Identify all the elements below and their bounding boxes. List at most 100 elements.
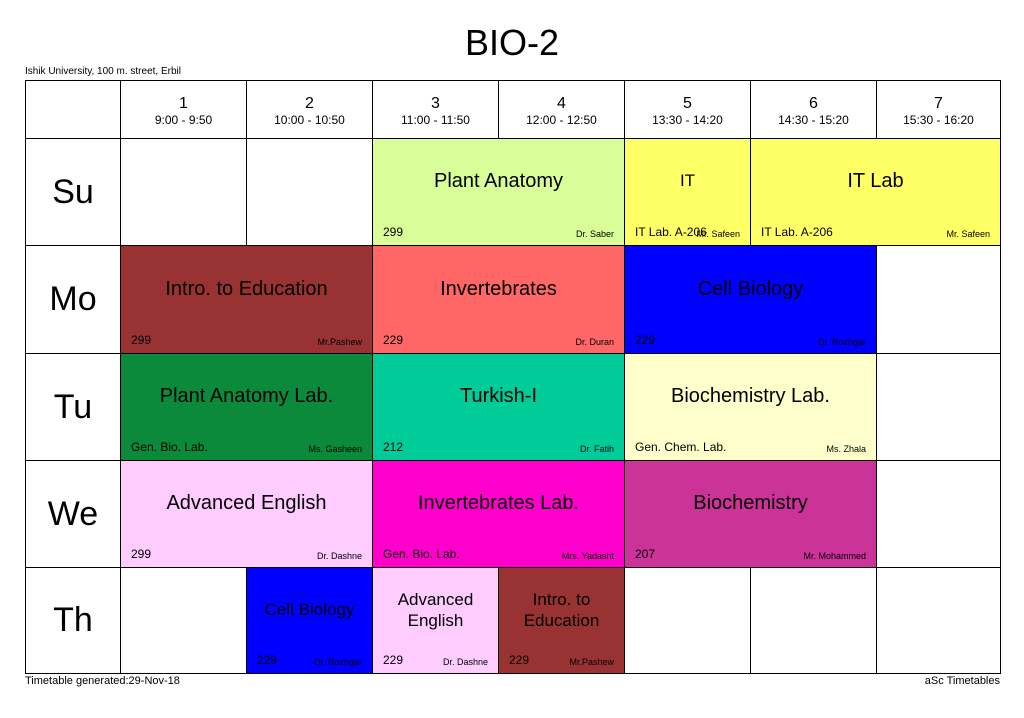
lesson-subject: IT (679, 171, 696, 190)
lesson-subject: Turkish-I (459, 385, 538, 407)
period-header: 7 15:30 - 16:20 (876, 80, 1001, 139)
day-label: Tu (25, 353, 121, 461)
empty-slot (876, 245, 1001, 354)
lesson-subject: Cell Biology (697, 277, 804, 300)
lesson-teacher: Ms. Gasheen (308, 444, 362, 454)
period-number: 5 (683, 95, 692, 112)
subtitle: Ishik University, 100 m. street, Erbil (25, 66, 181, 77)
day-label: Su (25, 138, 121, 246)
lesson-card: Advanced English 229 Dr. Dashne (372, 567, 499, 674)
lesson-subject: Advanced English (166, 492, 327, 514)
title: BIO-2 (464, 22, 560, 63)
lesson-teacher: Mr. Mohammed (803, 551, 866, 561)
empty-slot (876, 353, 1001, 461)
lesson-subject: Cell Biology (264, 599, 355, 619)
lesson-room: 299 (383, 225, 404, 239)
lesson-subject: Intro. to Education (165, 277, 328, 300)
lesson-room: 229 (635, 333, 656, 347)
day-label: Mo (25, 245, 121, 354)
lesson-room: 229 (257, 653, 278, 667)
period-header: 5 13:30 - 14:20 (624, 80, 751, 139)
empty-slot (750, 567, 877, 674)
lesson-teacher: Dr. Rozhgar (313, 657, 362, 667)
day-label: Th (25, 567, 121, 674)
empty-slot (624, 567, 751, 674)
lesson-room: IT Lab. A-206 (761, 225, 833, 239)
period-header: 1 9:00 - 9:50 (120, 80, 247, 139)
lesson-subject: Advanced English (397, 589, 474, 630)
lesson-subject: Plant Anatomy Lab. (159, 385, 334, 407)
period-time: 9:00 - 9:50 (154, 113, 213, 127)
lesson-card: Turkish-I 212 Dr. Fatih (372, 353, 625, 461)
lesson-card: Invertebrates 229 Dr. Duran (372, 245, 625, 354)
lesson-teacher: Mr.Pashew (317, 337, 362, 347)
lesson-subject: Biochemistry Lab. (671, 385, 830, 407)
generated-note: Timetable generated:29-Nov-18 (25, 675, 180, 687)
lesson-room: 207 (635, 547, 656, 561)
lesson-teacher: Dr. Dashne (442, 657, 488, 667)
lesson-teacher: Mr. Safeen (696, 229, 740, 239)
lesson-teacher: Dr. Rozhgar (817, 337, 866, 347)
lesson-teacher: Mr. Safeen (946, 229, 990, 239)
lesson-room: IT Lab. A-206 (635, 225, 707, 239)
lesson-card: Biochemistry 207 Mr. Mohammed (624, 460, 877, 568)
empty-slot (876, 567, 1001, 674)
brand: aSc Timetables (924, 675, 1000, 687)
lesson-card: IT Lab IT Lab. A-206 Mr. Safeen (750, 138, 1001, 246)
period-header: 4 12:00 - 12:50 (498, 80, 625, 139)
lesson-room: 229 (509, 653, 530, 667)
period-header: 2 10:00 - 10:50 (246, 80, 373, 139)
lesson-card: Biochemistry Lab. Gen. Chem. Lab. Ms. Zhal… (624, 353, 877, 461)
lesson-teacher: Dr. Duran (575, 337, 614, 347)
lesson-card: Cell Biology 229 Dr. Rozhgar (246, 567, 373, 674)
period-number: 7 (934, 95, 943, 112)
period-time: 15:30 - 16:20 (903, 113, 974, 127)
period-header: 6 14:30 - 15:20 (750, 80, 877, 139)
lesson-teacher: Dr. Fatih (579, 444, 614, 454)
lesson-room: Gen. Bio. Lab. (131, 440, 208, 454)
period-number: 6 (809, 95, 818, 112)
lesson-subject: Biochemistry (693, 492, 808, 514)
period-number: 2 (305, 95, 314, 112)
lesson-subject: Invertebrates (440, 277, 557, 300)
lesson-card: Intro. to Education 299 Mr.Pashew (120, 245, 373, 354)
period-time: 14:30 - 15:20 (778, 113, 849, 127)
lesson-teacher: Dr. Saber (575, 229, 614, 239)
lesson-teacher: Ms. Zhala (826, 444, 866, 454)
corner-cell (25, 80, 121, 139)
lesson-room: 212 (383, 440, 404, 454)
lesson-room: Gen. Chem. Lab. (635, 440, 727, 454)
lesson-subject: Plant Anatomy (434, 170, 563, 192)
empty-slot (876, 460, 1001, 568)
lesson-room: 299 (131, 333, 152, 347)
period-time: 11:00 - 11:50 (401, 113, 470, 127)
empty-slot (120, 138, 247, 246)
period-header: 3 11:00 - 11:50 (372, 80, 499, 139)
period-time: 10:00 - 10:50 (274, 113, 345, 127)
lesson-card: Invertebrates Lab. Gen. Bio. Lab. Mrs. Yad… (372, 460, 625, 568)
lesson-subject: IT Lab (847, 170, 904, 192)
empty-slot (246, 138, 373, 246)
lesson-subject: Intro. to Education (523, 589, 600, 630)
period-time: 13:30 - 14:20 (652, 113, 723, 127)
lesson-card: Advanced English 299 Dr. Dashne (120, 460, 373, 568)
lesson-room: 229 (383, 333, 404, 347)
lesson-teacher: Mrs. Yadasht (561, 551, 614, 561)
period-number: 4 (557, 95, 566, 112)
lesson-card: Intro. to Education 229 Mr.Pashew (498, 567, 625, 674)
day-label: We (25, 460, 121, 568)
lesson-room: Gen. Bio. Lab. (383, 547, 460, 561)
lesson-room: 299 (131, 547, 152, 561)
period-time: 12:00 - 12:50 (526, 113, 597, 127)
lesson-card: Plant Anatomy Lab. Gen. Bio. Lab. Ms. Gash… (120, 353, 373, 461)
period-number: 3 (431, 95, 440, 112)
lesson-room: 229 (383, 653, 404, 667)
lesson-card: Cell Biology 229 Dr. Rozhgar (624, 245, 877, 354)
lesson-teacher: Dr. Dashne (316, 551, 362, 561)
empty-slot (120, 567, 247, 674)
lesson-card: Plant Anatomy 299 Dr. Saber (372, 138, 625, 246)
period-number: 1 (179, 95, 188, 112)
lesson-teacher: Mr.Pashew (569, 657, 614, 667)
lesson-subject: Invertebrates Lab. (417, 492, 580, 514)
